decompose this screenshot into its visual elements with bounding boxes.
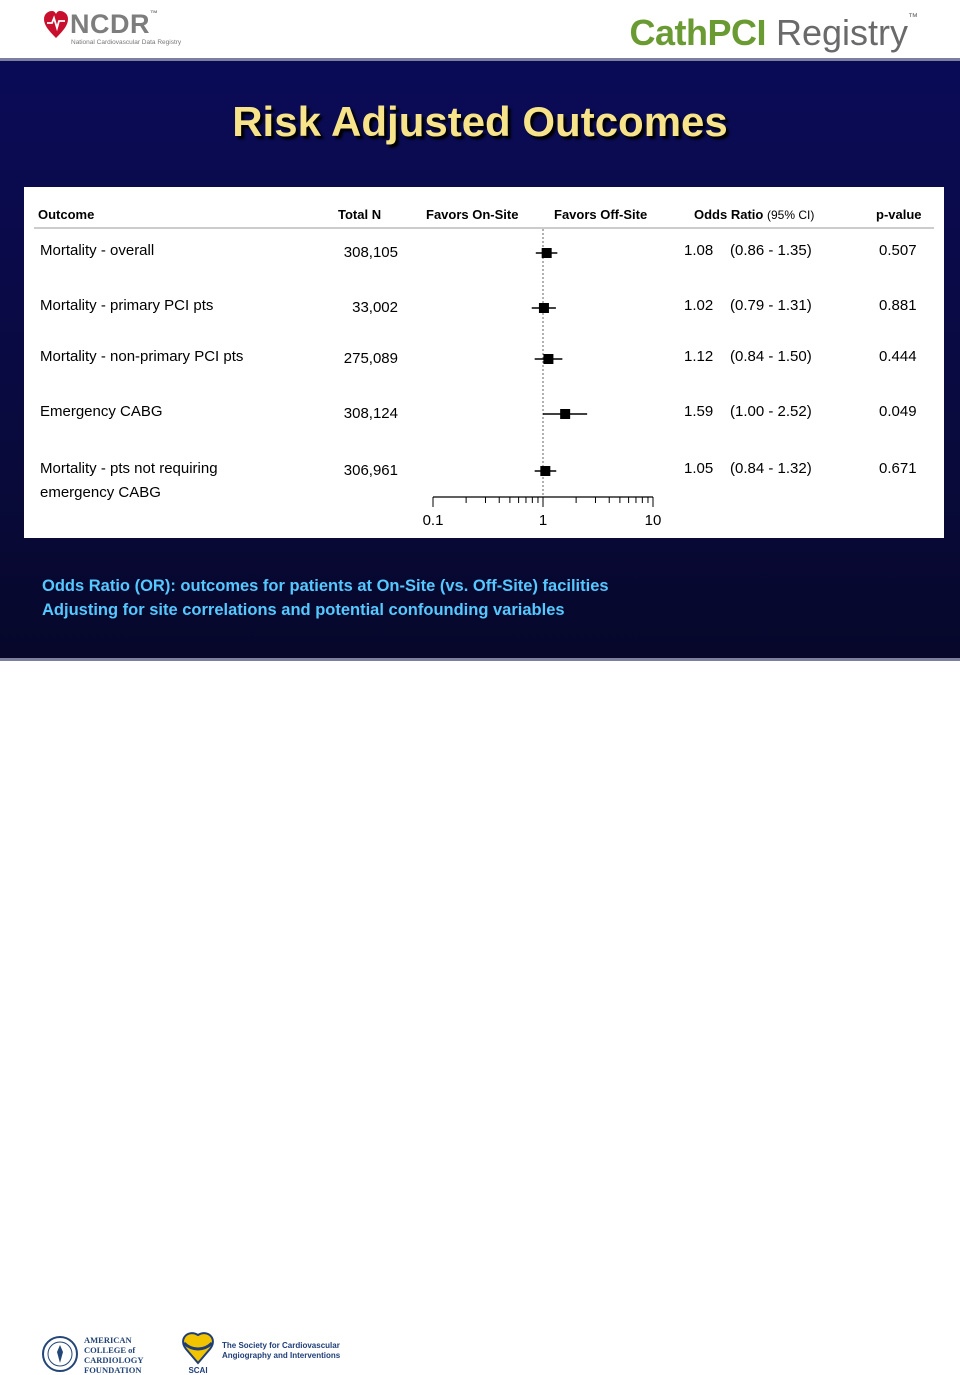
row-outcome-label: Mortality - primary PCI pts (40, 297, 213, 314)
acc-seal-icon (42, 1336, 78, 1372)
scai-name: The Society for Cardiovascular Angiograp… (222, 1341, 340, 1361)
header-odds-ratio: Odds Ratio (95% CI) (694, 207, 814, 222)
row-outcome-label: emergency CABG (40, 484, 161, 501)
row-outcome-label: Mortality - overall (40, 242, 154, 259)
row-outcome-label: Mortality - non-primary PCI pts (40, 348, 243, 365)
row-or-marker (542, 248, 552, 258)
header-outcome: Outcome (38, 207, 94, 222)
row-odds-ratio: 1.59 (684, 403, 713, 420)
row-ci-text: (0.86 - 1.35) (730, 242, 812, 259)
header-favors-on-site: Favors On-Site (426, 207, 518, 222)
row-odds-ratio: 1.12 (684, 348, 713, 365)
top-logo-bar: NCDR™ National Cardiovascular Data Regis… (0, 0, 960, 58)
row-ci-text: (0.84 - 1.50) (730, 348, 812, 365)
forest-plot-panel: Outcome Total N Favors On-Site Favors Of… (24, 187, 944, 538)
x-tick-label: 10 (645, 512, 662, 529)
footnote-odds-ratio: Odds Ratio (OR): outcomes for patients a… (42, 577, 609, 596)
header-favors-off-site: Favors Off-Site (554, 207, 647, 222)
bottom-logo-bar: AMERICAN COLLEGE of CARDIOLOGY FOUNDATIO… (0, 661, 960, 720)
row-or-marker (543, 354, 553, 364)
ncdr-subtitle: National Cardiovascular Data Registry (71, 39, 181, 46)
row-p-value: 0.049 (879, 403, 917, 420)
ncdr-wordmark: NCDR™ (70, 9, 159, 40)
row-or-marker (560, 409, 570, 419)
cathpci-registry-logo: CathPCI Registry™ (629, 12, 918, 54)
row-ci-text: (0.79 - 1.31) (730, 297, 812, 314)
row-ci-text: (1.00 - 2.52) (730, 403, 812, 420)
svg-text:SCAI: SCAI (188, 1366, 207, 1375)
scai-logo-icon: SCAI (178, 1331, 218, 1375)
row-or-marker (539, 303, 549, 313)
row-odds-ratio: 1.02 (684, 297, 713, 314)
header-p-value: p-value (876, 207, 922, 222)
row-p-value: 0.671 (879, 460, 917, 477)
row-total-n: 33,002 (352, 299, 398, 316)
slide-title: Risk Adjusted Outcomes (0, 98, 960, 146)
row-total-n: 308,105 (344, 244, 398, 261)
row-total-n: 275,089 (344, 350, 398, 367)
ncdr-heart-icon (44, 10, 68, 40)
x-tick-label: 0.1 (423, 512, 444, 529)
ncdr-logo: NCDR™ National Cardiovascular Data Regis… (44, 8, 176, 48)
row-total-n: 308,124 (344, 405, 398, 422)
x-tick-label: 1 (539, 512, 547, 529)
row-p-value: 0.881 (879, 297, 917, 314)
row-total-n: 306,961 (344, 462, 398, 479)
footnote-adjusting: Adjusting for site correlations and pote… (42, 601, 565, 620)
row-p-value: 0.507 (879, 242, 917, 259)
row-outcome-label: Emergency CABG (40, 403, 163, 420)
row-outcome-label: Mortality - pts not requiring (40, 460, 218, 477)
row-ci-text: (0.84 - 1.32) (730, 460, 812, 477)
row-or-marker (540, 466, 550, 476)
acc-foundation-logo: AMERICAN COLLEGE of CARDIOLOGY FOUNDATIO… (84, 1335, 144, 1375)
row-odds-ratio: 1.05 (684, 460, 713, 477)
row-odds-ratio: 1.08 (684, 242, 713, 259)
forest-plot: Outcome Total N Favors On-Site Favors Of… (24, 187, 944, 538)
row-p-value: 0.444 (879, 348, 917, 365)
header-total-n: Total N (338, 207, 381, 222)
